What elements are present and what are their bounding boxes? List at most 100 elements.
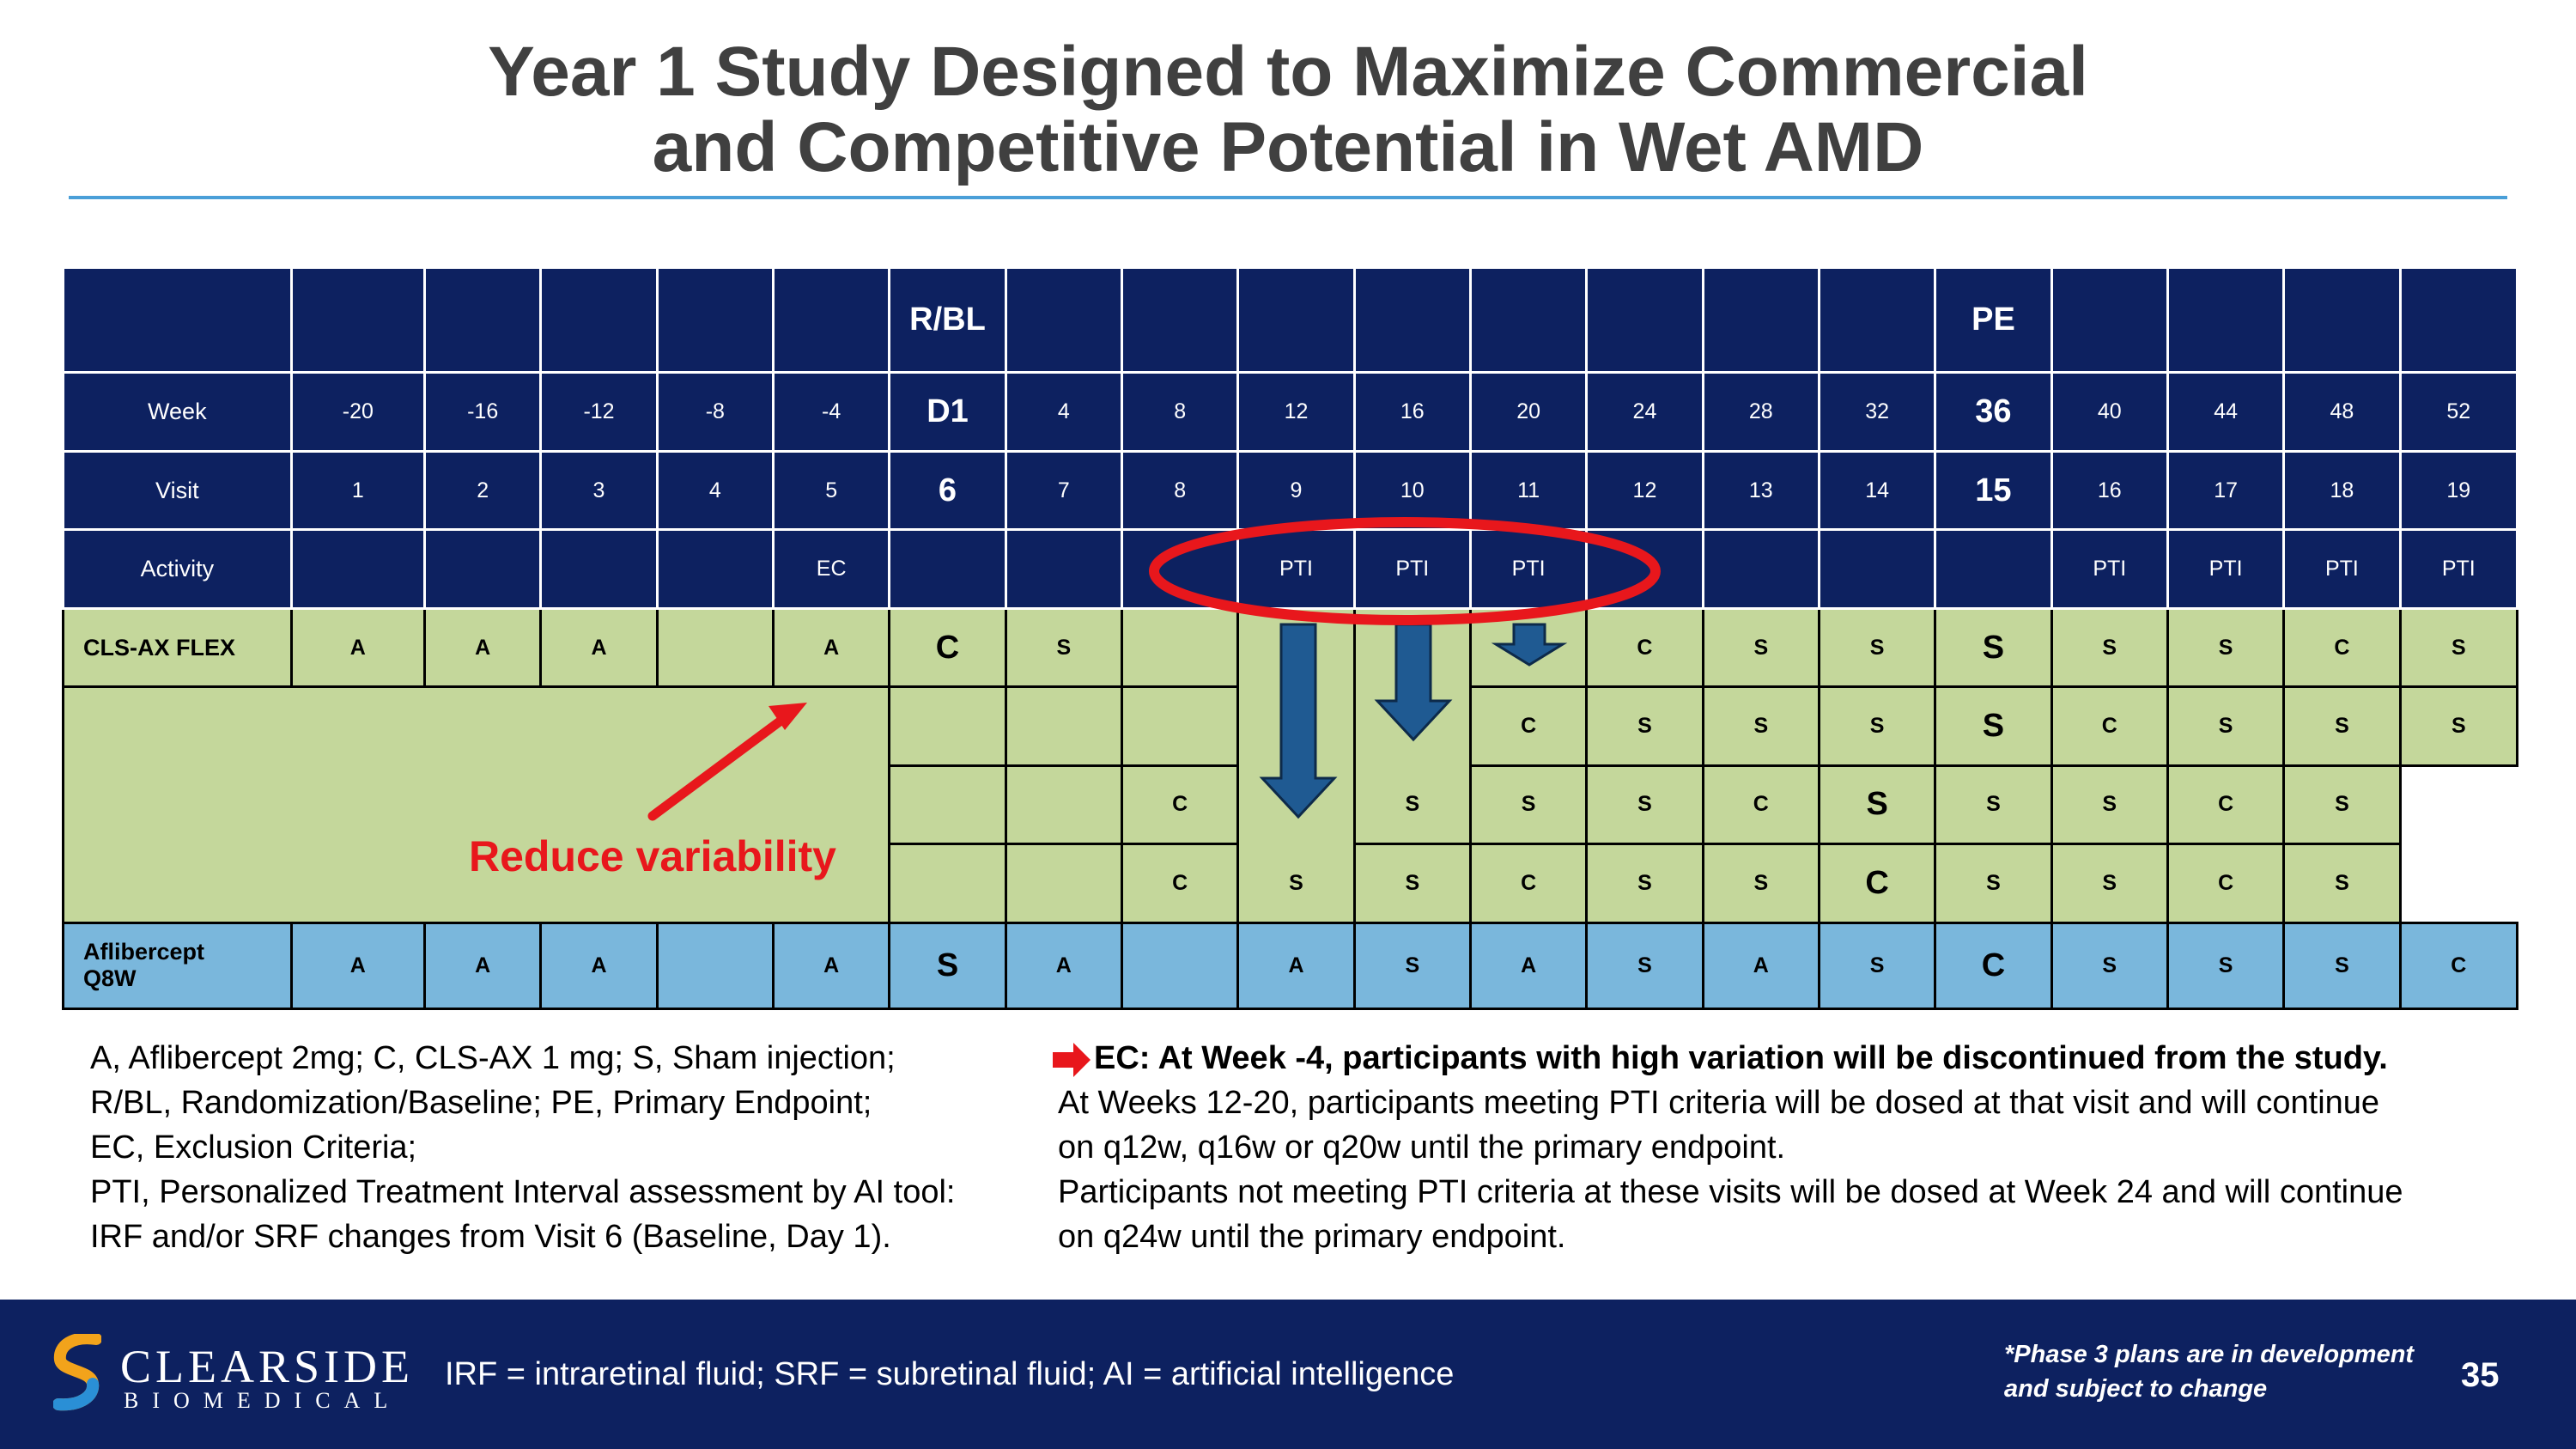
dose-cell: S	[1934, 843, 2053, 924]
table-cell	[2398, 266, 2519, 374]
dose-cell: A	[539, 921, 659, 1011]
table-cell	[62, 266, 293, 374]
week-cell: 8	[1120, 370, 1240, 453]
clsax-row-1: CLS-AX FLEX A A A A C S C S S S S S C S	[62, 606, 2519, 844]
week-cell: 52	[2398, 370, 2519, 453]
activity-cell	[1701, 528, 1820, 610]
dose-cell: S	[1934, 764, 2053, 846]
week-cell: 36	[1934, 370, 2053, 453]
dose-cell: S	[1352, 843, 1472, 924]
dose-cell	[655, 606, 775, 689]
dose-cell: S	[1585, 685, 1704, 767]
note-line: on q12w, q16w or q20w until the primary …	[1058, 1129, 1786, 1166]
dose-cell: S	[2050, 606, 2169, 689]
disclaimer-line-1: *Phase 3 plans are in development	[2004, 1341, 2415, 1368]
empty-cell	[1004, 685, 1123, 767]
dose-cell: S	[1585, 764, 1704, 846]
dose-cell	[1120, 606, 1240, 689]
empty-cell	[888, 843, 1007, 924]
dose-cell: C	[1120, 843, 1240, 924]
dose-cell: A	[1701, 921, 1820, 1011]
visit-cell: 3	[539, 449, 659, 532]
activity-cell: PTI	[2050, 528, 2169, 610]
dose-cell: C	[2166, 764, 2286, 846]
dose-cell: C	[2282, 606, 2402, 689]
visit-cell: 12	[1585, 449, 1704, 532]
table-cell	[1468, 266, 1589, 374]
dose-cell: S	[1585, 843, 1704, 924]
table-cell	[1236, 266, 1356, 374]
empty-cell	[1004, 843, 1123, 924]
dose-cell: S	[1817, 685, 1937, 767]
dose-cell: A	[539, 606, 659, 689]
aflibercept-row: Aflibercept Q8W A A A A S A A S A S A S C…	[62, 921, 2519, 1011]
table-cell	[423, 266, 543, 374]
clsax-row-3: C S S S C S S S C S	[64, 764, 2518, 846]
slide-title: Year 1 Study Designed to Maximize Commer…	[0, 34, 2576, 186]
activity-cell: PTI	[1352, 528, 1472, 610]
week-cell: -8	[655, 370, 775, 453]
ec-note: EC: At Week -4, participants with high v…	[1094, 1040, 2388, 1076]
dose-cell: S	[1352, 764, 1472, 846]
dose-cell: A	[771, 606, 891, 689]
pe-label: PE	[1934, 266, 2053, 374]
note-line: on q24w until the primary endpoint.	[1058, 1219, 1566, 1255]
dose-cell: C	[1934, 921, 2053, 1011]
dose-cell: S	[2166, 606, 2286, 689]
dose-cell: A	[423, 606, 543, 689]
dose-cell: S	[1934, 606, 2053, 689]
activity-cell: PTI	[2282, 528, 2402, 610]
week-cell: 48	[2282, 370, 2402, 453]
note-line: At Weeks 12-20, participants meeting PTI…	[1058, 1085, 2380, 1121]
activity-cell: PTI	[1468, 528, 1589, 610]
aflibercept-row-label: Aflibercept Q8W	[62, 921, 293, 1011]
dose-cell: C	[1585, 606, 1704, 689]
disclaimer-line-2: and subject to change	[2004, 1375, 2268, 1403]
dose-cell	[1120, 921, 1240, 1011]
legend-line: A, Aflibercept 2mg; C, CLS-AX 1 mg; S, S…	[90, 1040, 896, 1076]
dose-cell: A	[289, 606, 427, 689]
week-cell: 4	[1004, 370, 1123, 453]
week-cell: -20	[289, 370, 427, 453]
dose-cell: C	[1817, 843, 1937, 924]
table-cell	[2282, 266, 2402, 374]
activity-cell: PTI	[2398, 528, 2519, 610]
activity-cell	[539, 528, 659, 610]
dose-cell-merged	[1352, 606, 1472, 766]
dose-cell: C	[2050, 685, 2169, 767]
empty-cell	[888, 764, 1007, 846]
legend-line: IRF and/or SRF changes from Visit 6 (Bas…	[90, 1219, 891, 1255]
legend-line: PTI, Personalized Treatment Interval ass…	[90, 1174, 956, 1210]
dose-cell: S	[2050, 921, 2169, 1011]
disclaimer: *Phase 3 plans are in development and su…	[2004, 1337, 2414, 1406]
legend-line: R/BL, Randomization/Baseline; PE, Primar…	[90, 1085, 872, 1121]
empty-cell	[1120, 685, 1240, 767]
activity-cell: PTI	[2166, 528, 2286, 610]
dose-cell: S	[1934, 685, 2053, 767]
week-cell: 16	[1352, 370, 1472, 453]
dose-cell: A	[1468, 921, 1589, 1011]
table-cell	[2050, 266, 2169, 374]
aflibercept-label-line-2: Q8W	[83, 965, 137, 992]
week-cell: 24	[1585, 370, 1704, 453]
table-cell	[1817, 266, 1937, 374]
activity-cell	[1817, 528, 1937, 610]
visit-cell: 6	[888, 449, 1007, 532]
dose-cell: S	[2166, 921, 2286, 1011]
dose-cell: S	[2282, 843, 2402, 924]
week-cell: 20	[1468, 370, 1589, 453]
dose-cell: S	[1701, 606, 1820, 689]
clsax-row-label: CLS-AX FLEX	[62, 606, 293, 689]
dose-cell	[655, 921, 775, 1011]
activity-cell: PTI	[1236, 528, 1356, 610]
empty-cell	[1004, 764, 1123, 846]
dose-cell: S	[1701, 843, 1820, 924]
dose-cell: S	[1585, 921, 1704, 1011]
empty-cell	[888, 685, 1007, 767]
dose-cell: C	[1701, 764, 1820, 846]
clsax-row-4: C S S C S S C S S C S	[64, 843, 2518, 924]
table-cell	[771, 266, 891, 374]
dose-cell: S	[2282, 764, 2402, 846]
visit-cell: 2	[423, 449, 543, 532]
week-cell: D1	[888, 370, 1007, 453]
